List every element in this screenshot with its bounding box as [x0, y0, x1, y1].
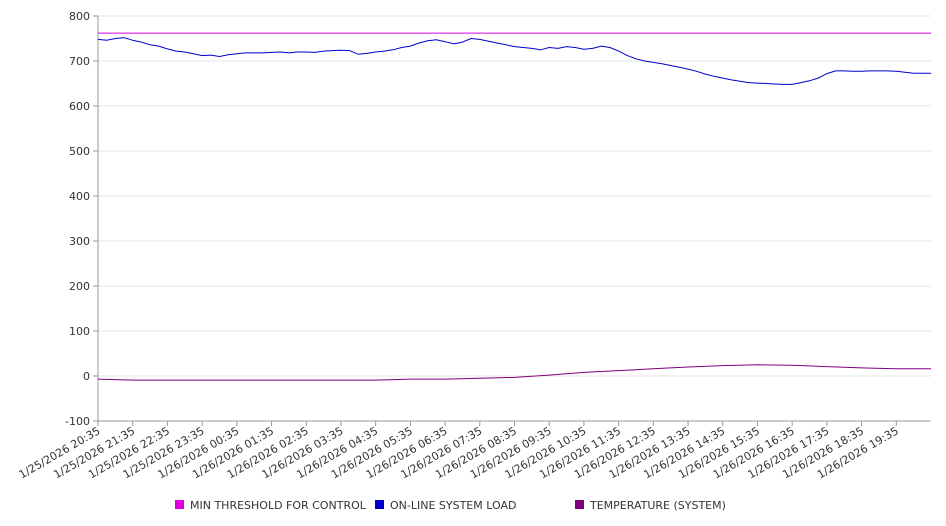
y-tick-label: 200 — [69, 280, 90, 293]
y-tick-label: 500 — [69, 145, 90, 158]
legend-label: ON-LINE SYSTEM LOAD — [390, 499, 516, 512]
legend-label: TEMPERATURE (SYSTEM) — [589, 499, 726, 512]
y-tick-label: -100 — [65, 415, 90, 428]
y-axis-ticks: 800 700 600 500 400 300 200 100 0 -100 — [65, 10, 98, 428]
gridlines — [98, 15, 931, 422]
axes — [97, 16, 931, 422]
legend-label: MIN THRESHOLD FOR CONTROL — [190, 499, 367, 512]
x-axis-ticks: 1/25/2026 20:351/25/2026 21:351/25/2026 … — [17, 421, 901, 481]
legend: MIN THRESHOLD FOR CONTROL ON-LINE SYSTEM … — [175, 499, 726, 512]
y-tick-label: 700 — [69, 55, 90, 68]
y-tick-label: 0 — [83, 370, 90, 383]
y-tick-label: 600 — [69, 100, 90, 113]
legend-swatch — [175, 500, 184, 509]
series-line-2 — [97, 364, 931, 381]
legend-swatch — [375, 500, 384, 509]
y-tick-label: 400 — [69, 190, 90, 203]
series-lines — [97, 32, 931, 381]
y-tick-label: 800 — [69, 10, 90, 23]
legend-swatch — [575, 500, 584, 509]
y-tick-label: 300 — [69, 235, 90, 248]
y-tick-label: 100 — [69, 325, 90, 338]
series-line-1 — [97, 37, 931, 85]
